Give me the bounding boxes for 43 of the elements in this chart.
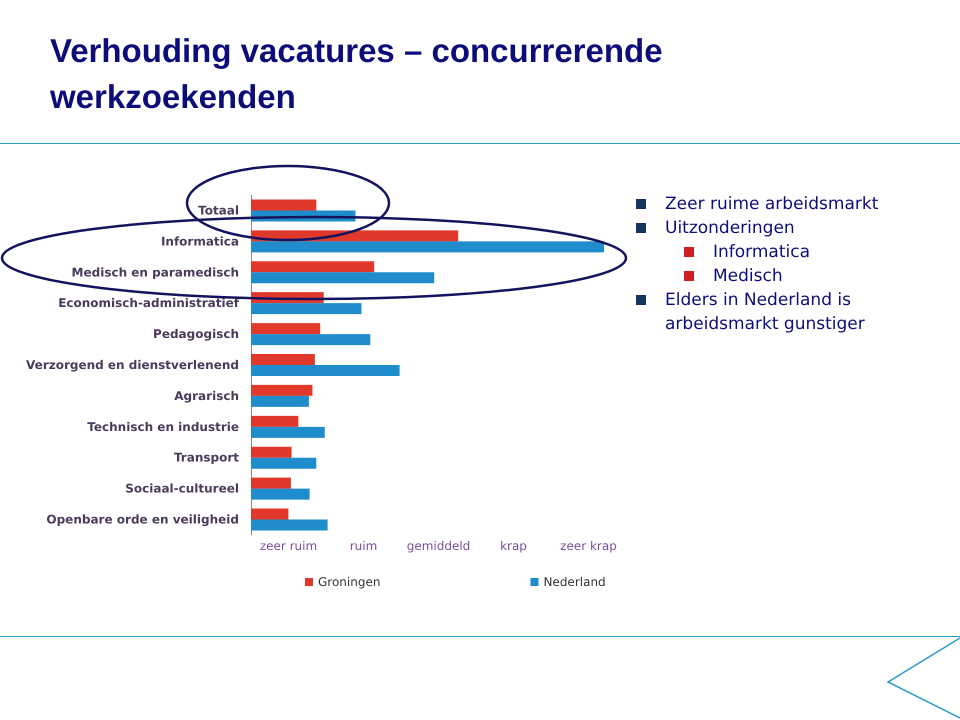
text: Medisch (713, 265, 783, 288)
y-tick-label: Informatica (160, 234, 239, 248)
bar (251, 323, 320, 334)
bar (251, 396, 309, 407)
bar (251, 354, 315, 365)
bar (251, 508, 288, 520)
text: zeer krap (559, 539, 618, 553)
text: Elders in Nederland is arbeidsmarkt gunstiger (665, 289, 866, 336)
bar (251, 272, 434, 284)
y-tick-label: Medisch en paramedisch (72, 265, 239, 280)
text: Uitzonderingen (665, 217, 795, 240)
bar (251, 416, 298, 427)
y-tick-label: Sociaal-cultureel (125, 482, 239, 496)
text: ruim (348, 539, 378, 553)
bar (251, 241, 604, 252)
y-tick-label: Technisch en industrie (87, 420, 239, 434)
bar (251, 261, 374, 272)
text: Informatica (713, 241, 810, 264)
bar (251, 478, 291, 489)
bar (251, 365, 400, 376)
bar (251, 488, 310, 500)
chart-title: Verhouding vacatures – concurrerende werkzoekenden (50, 31, 664, 117)
bar (251, 446, 292, 458)
y-tick-label: Agrarisch (174, 388, 239, 403)
legend-label: Nederland (543, 575, 606, 589)
y-tick-label: Openbare orde en veiligheid (46, 512, 239, 527)
bar (251, 303, 362, 314)
y-tick-label: Pedagogisch (153, 327, 239, 342)
bar (251, 384, 312, 396)
text: krap (499, 539, 528, 553)
y-tick-label: Transport (174, 450, 240, 465)
bar (251, 334, 370, 346)
text: gemiddeld (406, 539, 472, 553)
text: Zeer ruime arbeidsmarkt (665, 193, 878, 216)
y-tick-label: Totaal (198, 203, 239, 218)
bar (251, 426, 325, 438)
text: zeer ruim (258, 539, 318, 553)
y-tick-label: Verzorgend en dienstverlenend (26, 358, 239, 372)
legend-label: Groningen (318, 575, 380, 589)
bar (251, 520, 328, 531)
bar (251, 199, 316, 210)
y-tick-label: Economisch-administratief (58, 296, 240, 310)
bar (251, 458, 316, 469)
